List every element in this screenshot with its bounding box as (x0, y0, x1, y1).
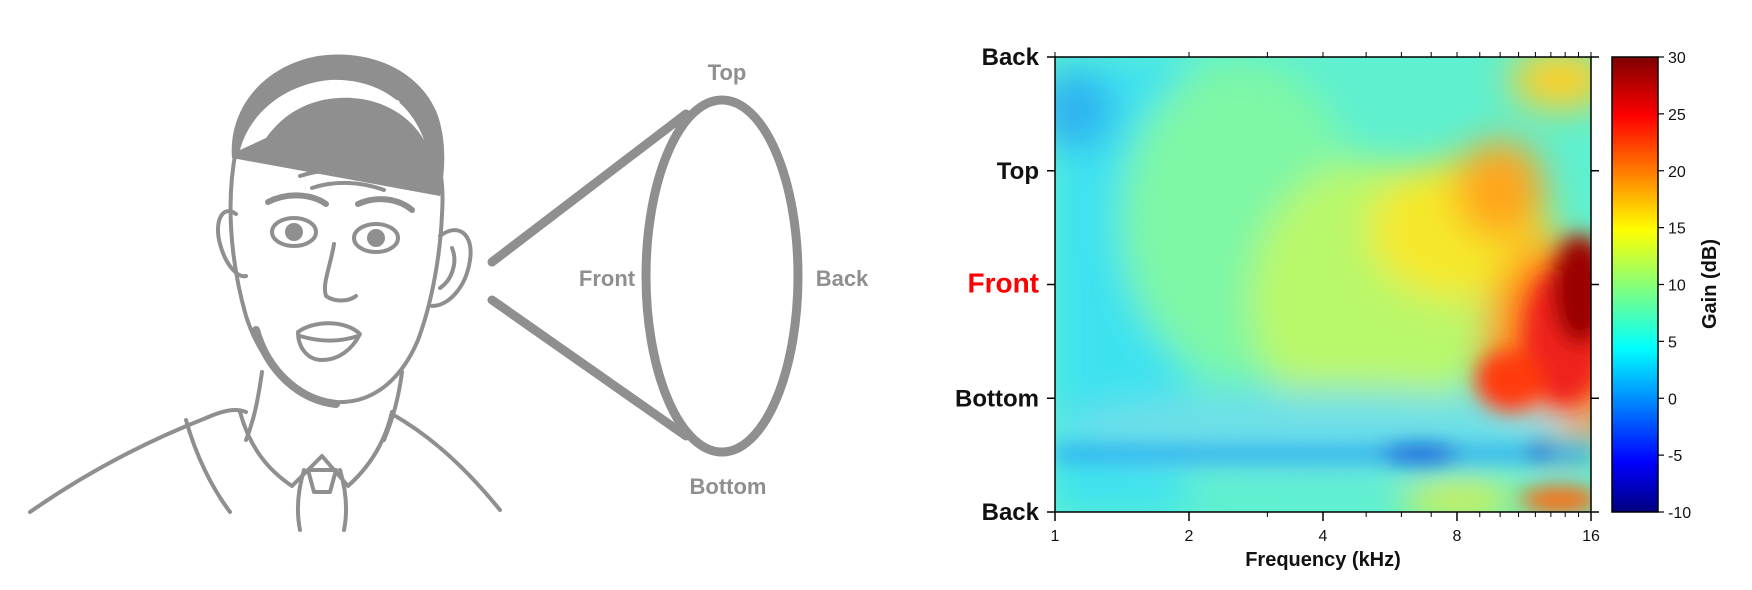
y-tick-label: Front (967, 268, 1039, 299)
cone-label-top: Top (708, 60, 747, 85)
y-axis: Back Top Front Bottom Back (955, 44, 1599, 526)
colorbar-tick-label: -5 (1668, 448, 1682, 465)
y-tick-label: Back (982, 499, 1040, 526)
colorbar (1611, 56, 1659, 513)
cone-label-front: Front (579, 266, 636, 291)
colorbar-tick-label: 0 (1668, 391, 1677, 408)
x-tick-label: 2 (1185, 528, 1194, 545)
x-axis: 1 2 4 8 16 (1051, 52, 1600, 545)
x-tick-label: 4 (1319, 528, 1328, 545)
y-tick-label: Top (997, 158, 1039, 185)
colorbar-tick-label: 25 (1668, 107, 1686, 124)
colorbar-tick-label: 30 (1668, 50, 1686, 67)
cone-label-bottom: Bottom (690, 474, 767, 499)
colorbar-tick-label: -10 (1668, 505, 1691, 522)
colorbar-title: Gain (dB) (1699, 239, 1721, 329)
colorbar-ticks: 30 25 20 15 10 5 0 -5 -10 (1658, 50, 1691, 522)
y-tick-label: Back (982, 44, 1040, 71)
x-tick-label: 1 (1051, 528, 1060, 545)
gain-heatmap-chart: 1 2 4 8 16 Back Top Front Bottom Back Frequency … (955, 44, 1721, 571)
x-tick-label: 8 (1453, 528, 1462, 545)
listener-illustration: Top Front Back Bottom (28, 54, 869, 532)
colorbar-tick-label: 10 (1668, 278, 1686, 295)
colorbar-tick-label: 15 (1668, 221, 1686, 238)
x-axis-title: Frequency (kHz) (1245, 549, 1401, 571)
ear-cone-icon (487, 95, 803, 457)
colorbar-tick-label: 5 (1668, 334, 1677, 351)
heatmap-field (1055, 57, 1591, 512)
colorbar-tick-label: 20 (1668, 164, 1686, 181)
cone-label-back: Back (816, 266, 869, 291)
y-tick-label: Bottom (955, 385, 1039, 412)
person-icon (28, 54, 502, 532)
x-tick-label: 16 (1582, 528, 1600, 545)
